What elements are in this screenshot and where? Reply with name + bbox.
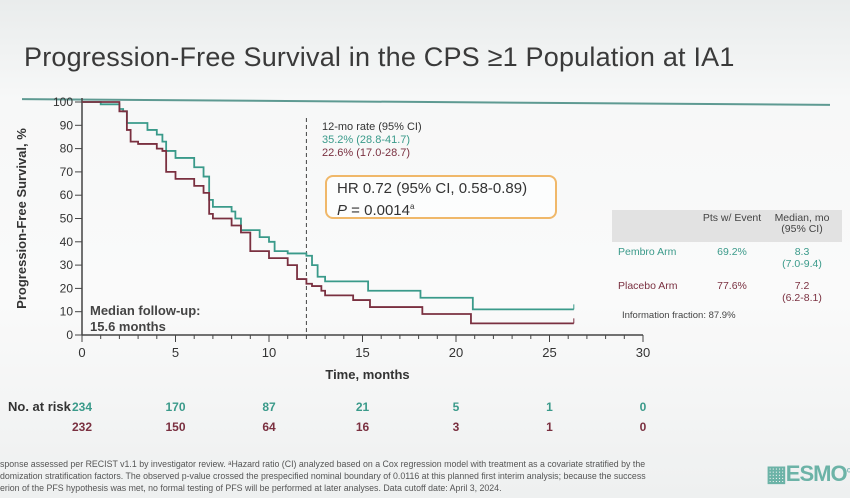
hr-text: HR 0.72 (95% CI, 0.58-0.89) [337, 180, 528, 197]
risk-table-label: No. at risk [8, 399, 71, 414]
risk-count-placebo: 150 [165, 420, 186, 434]
footnote-line: sponse assessed per RECIST v1.1 by inves… [0, 459, 646, 469]
x-axis-title: Time, months [325, 367, 409, 382]
median-followup: Median follow-up: 15.6 months [90, 303, 200, 335]
median-value: 7.2 [794, 280, 810, 292]
risk-count-placebo: 64 [262, 420, 276, 434]
risk-count-pembro: 234 [71, 400, 93, 414]
followup-label: Median follow-up: [90, 303, 201, 318]
slide-title: Progression-Free Survival in the CPS ≥1 … [24, 42, 735, 72]
x-tick-label: 10 [262, 345, 276, 360]
x-tick-label: 5 [172, 345, 179, 360]
arm-name: Pembro Arm [618, 246, 677, 258]
footnote-line: domization stratification factors. The o… [0, 471, 646, 481]
risk-count-placebo: 1 [546, 420, 553, 434]
y-tick-label: 10 [60, 305, 74, 319]
y-tick-label: 100 [53, 95, 73, 109]
x-tick-label: 15 [355, 345, 369, 360]
table-row: Placebo Arm 77.6% 7.2 (6.2-8.1) [612, 276, 842, 310]
risk-count-placebo: 232 [71, 420, 93, 434]
y-tick-label: 0 [66, 328, 73, 342]
y-tick-label: 60 [60, 188, 74, 202]
footnote-line: erion of the PFS hypothesis was met, no … [0, 483, 502, 493]
x-tick-label: 20 [449, 345, 463, 360]
rate-header: 12-mo rate (95% CI) [322, 121, 422, 133]
header-events: Pts w/ Event [702, 212, 762, 224]
y-tick-label: 70 [60, 165, 74, 179]
risk-count-pembro: 0 [639, 400, 647, 414]
risk-count-pembro: 87 [262, 400, 276, 414]
followup-value: 15.6 months [90, 319, 166, 334]
esmo-logo: ▦ESMOcom [766, 461, 850, 486]
event-pct: 77.6% [717, 280, 747, 292]
risk-count-pembro: 5 [452, 400, 460, 414]
y-axis-title: Progression-Free Survival, % [14, 128, 29, 309]
x-tick-label: 0 [78, 345, 85, 360]
risk-count-pembro: 170 [165, 400, 186, 414]
risk-count-pembro: 1 [546, 400, 553, 414]
table-header: Pts w/ Event Median, mo (95% CI) [612, 210, 842, 242]
footnote: sponse assessed per RECIST v1.1 by inves… [0, 458, 646, 494]
median-value: 8.3 [794, 246, 810, 258]
y-tick-label: 50 [60, 212, 74, 226]
p-footnote-mark: a [410, 202, 415, 211]
information-fraction: Information fraction: 87.9% [622, 310, 736, 321]
risk-count-placebo: 0 [639, 420, 647, 434]
pembro-curve [82, 101, 574, 311]
rate-placebo: 22.6% (17.0-28.7) [322, 147, 411, 159]
twelve-month-rate: 12-mo rate (95% CI) 35.2% (28.8-41.7) 22… [322, 121, 422, 160]
y-tick-label: 90 [60, 118, 74, 132]
header-median: Median, mo (95% CI) [774, 212, 830, 235]
p-label: P [337, 202, 348, 219]
y-tick-label: 80 [60, 142, 74, 156]
rate-pembro: 35.2% (28.8-41.7) [322, 134, 411, 146]
placebo-curve [82, 101, 574, 325]
median-ci: (7.0-9.4) [782, 258, 822, 270]
hazard-ratio-box: HR 0.72 (95% CI, 0.58-0.89) P = 0.0014a [325, 175, 557, 219]
y-tick-label: 30 [60, 258, 74, 272]
p-value: = 0.0014 [347, 202, 410, 219]
y-tick-label: 40 [60, 235, 74, 249]
x-tick-label: 25 [542, 345, 556, 360]
arm-name: Placebo Arm [618, 280, 678, 292]
median-ci: (6.2-8.1) [782, 292, 822, 304]
x-tick-label: 30 [636, 345, 650, 360]
risk-count-placebo: 3 [452, 420, 460, 434]
table-row: Pembro Arm 69.2% 8.3 (7.0-9.4) [612, 242, 842, 276]
risk-count-placebo: 16 [355, 420, 370, 434]
summary-table: Pts w/ Event Median, mo (95% CI) Pembro … [612, 210, 842, 321]
risk-count-pembro: 21 [355, 400, 370, 414]
event-pct: 69.2% [717, 246, 747, 258]
y-tick-label: 20 [60, 281, 74, 295]
